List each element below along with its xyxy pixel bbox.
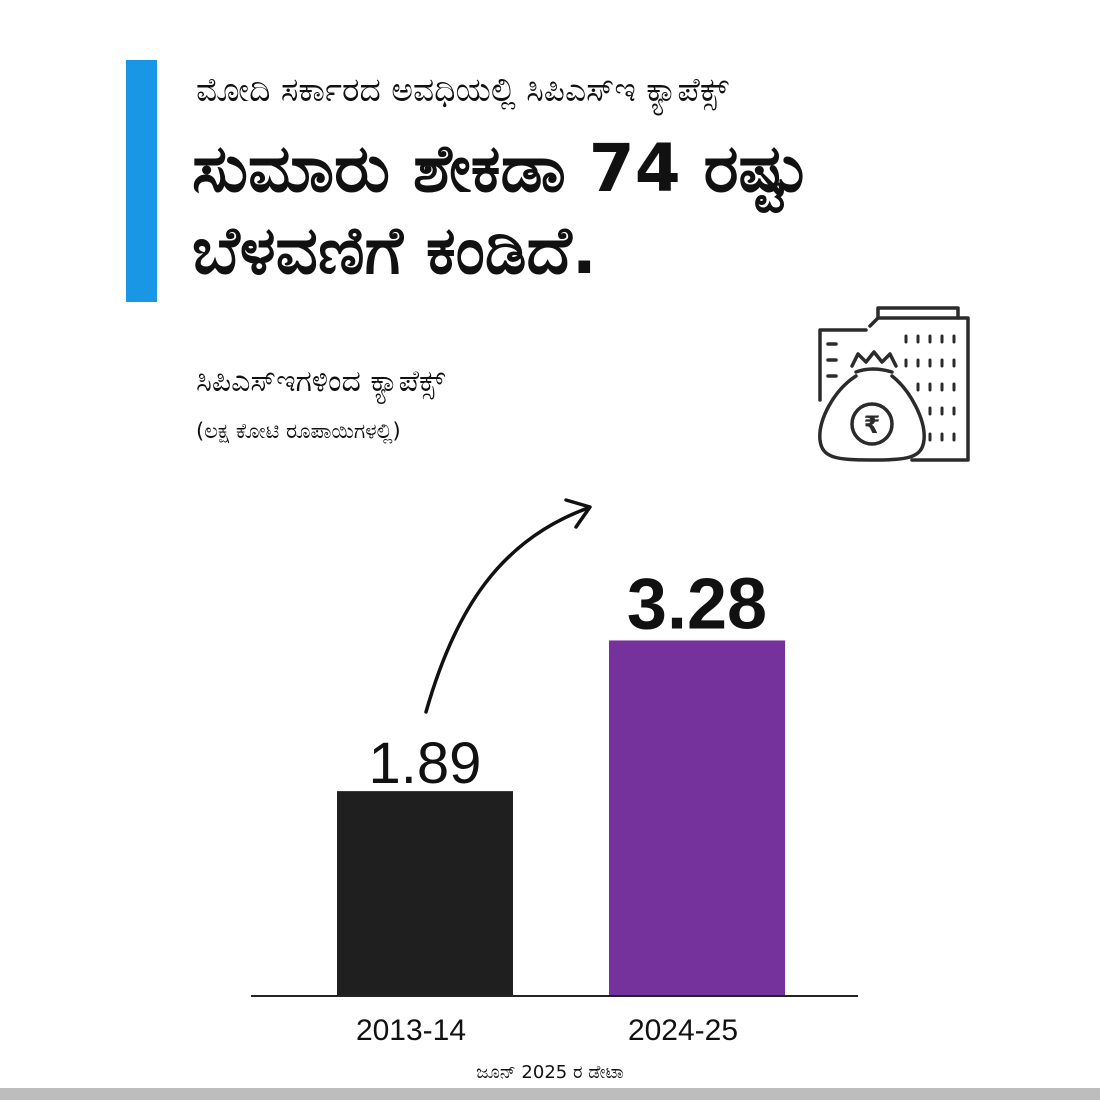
chart-title: ಸಿಪಿಎಸ್‌ಇಗಳಿಂದ ಕ್ಯಾಪೆಕ್ಸ್ xyxy=(196,364,446,399)
source-note: ಜೂನ್ 2025 ರ ಡೇಟಾ xyxy=(476,1062,624,1083)
page-subtitle: ಮೋದಿ ಸರ್ಕಾರದ ಅವಧಿಯಲ್ಲಿ ಸಿಪಿಎಸ್‌ಇ ಕ್ಯಾಪೆಕ… xyxy=(196,70,729,109)
bottom-strip xyxy=(0,1088,1100,1100)
accent-bar xyxy=(126,60,157,302)
page-headline: ಸುಮಾರು ಶೇಕಡಾ 74 ರಷ್ಟು ಬೆಳವಣಿಗೆ ಕಂಡಿದೆ. xyxy=(192,130,810,289)
growth-arrow xyxy=(424,506,590,714)
chart-unit-label: (ಲಕ್ಷ ಕೋಟಿ ರೂಪಾಯಿಗಳಲ್ಲಿ) xyxy=(196,419,401,443)
growth-arrow-head xyxy=(564,498,592,529)
x-tick-label-2024-25: 2024-25 xyxy=(628,1014,738,1047)
data-label-2013-14: 1.89 xyxy=(369,731,482,796)
x-tick-label-2013-14: 2013-14 xyxy=(356,1014,466,1047)
building-money-bag-icon: ₹ xyxy=(818,306,970,462)
data-label-2024-25: 3.28 xyxy=(627,564,767,644)
bar-2024-25 xyxy=(609,640,785,996)
bar-2013-14 xyxy=(337,791,513,996)
svg-text:₹: ₹ xyxy=(864,411,881,439)
